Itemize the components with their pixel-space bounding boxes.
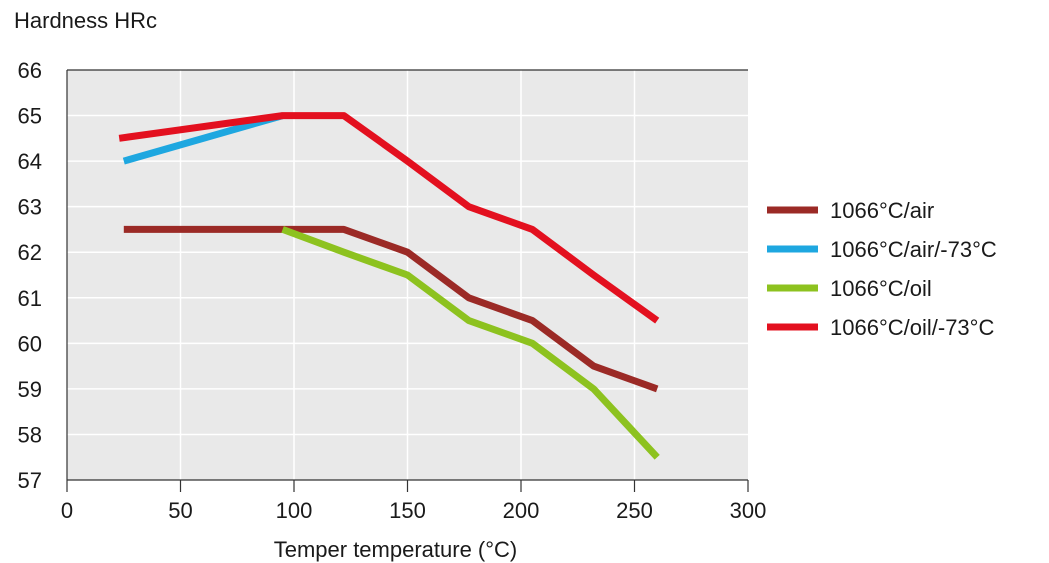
x-tick-label: 50 bbox=[168, 498, 192, 523]
y-tick-label: 60 bbox=[18, 331, 42, 356]
y-tick-label: 63 bbox=[18, 195, 42, 220]
y-axis-title: Hardness HRc bbox=[14, 8, 158, 33]
x-tick-label: 100 bbox=[276, 498, 313, 523]
y-tick-label: 65 bbox=[18, 104, 42, 129]
series-lines bbox=[118, 112, 660, 460]
y-tick-label: 66 bbox=[18, 58, 42, 83]
x-tick-label: 200 bbox=[503, 498, 540, 523]
y-tick-label: 61 bbox=[18, 286, 42, 311]
y-tick-label: 57 bbox=[18, 468, 42, 493]
axes: 57 58 59 60 61 62 63 64 65 66 0 50 100 150 200 250 300 bbox=[18, 58, 767, 523]
x-tick-label: 250 bbox=[616, 498, 653, 523]
legend-label: 1066°C/oil/-73°C bbox=[830, 315, 994, 340]
x-axis-title: Temper temperature (°C) bbox=[274, 537, 518, 562]
y-tick-label: 58 bbox=[18, 422, 42, 447]
series-line-3 bbox=[281, 226, 660, 460]
x-tick-label: 150 bbox=[389, 498, 426, 523]
y-tick-label: 64 bbox=[18, 149, 42, 174]
legend-label: 1066°C/air/-73°C bbox=[830, 237, 997, 262]
x-tick-label: 300 bbox=[730, 498, 767, 523]
x-tick-label: 0 bbox=[61, 498, 73, 523]
series-line-1 bbox=[123, 225, 659, 393]
series-line-2 bbox=[122, 112, 284, 165]
y-tick-label: 59 bbox=[18, 377, 42, 402]
legend-label: 1066°C/oil bbox=[830, 276, 932, 301]
legend: 1066°C/air 1066°C/air/-73°C 1066°C/oil 1066… bbox=[767, 198, 997, 340]
legend-label: 1066°C/air bbox=[830, 198, 934, 223]
y-tick-label: 62 bbox=[18, 240, 42, 265]
series-line-4 bbox=[118, 112, 660, 324]
